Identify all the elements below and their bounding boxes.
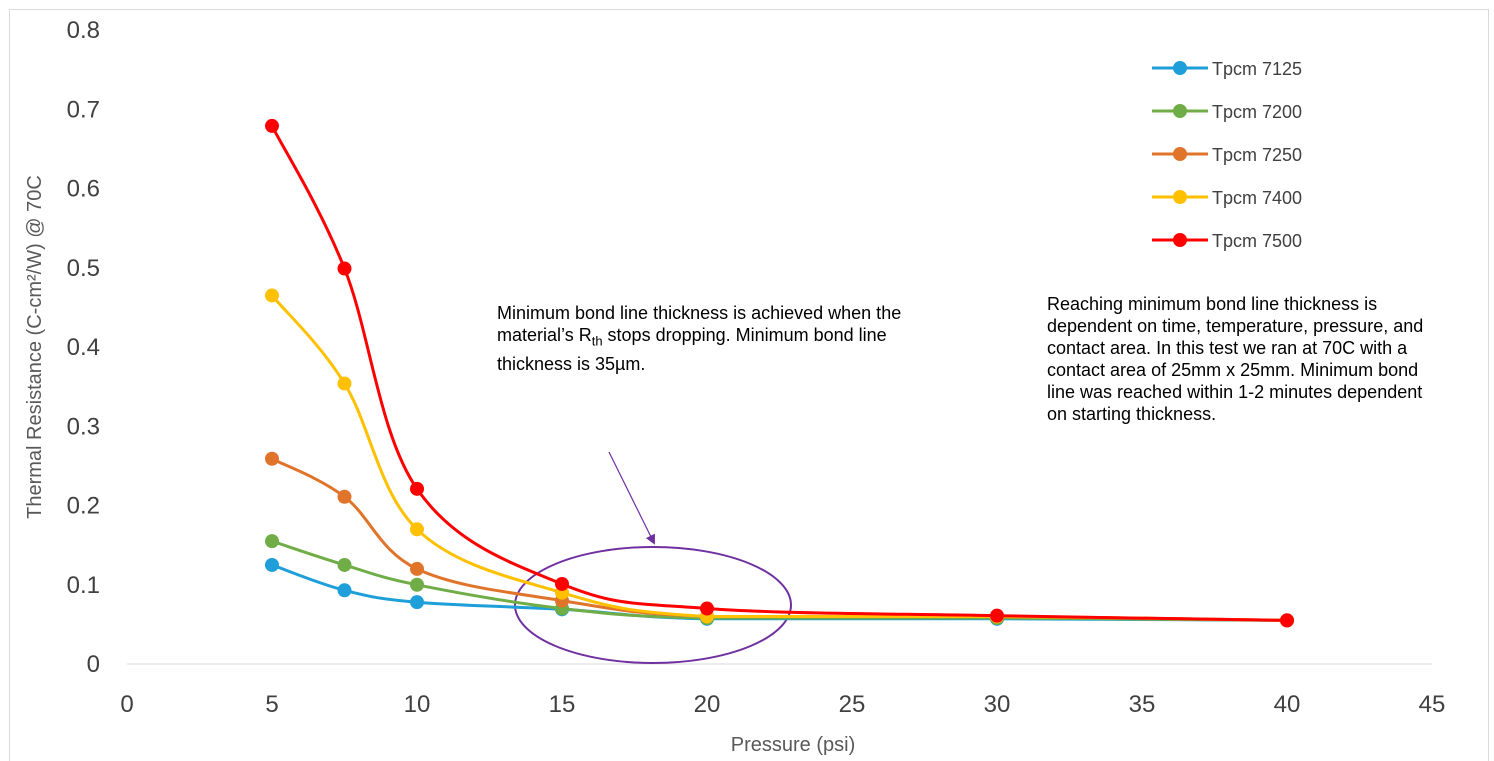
x-tick-label: 20: [694, 691, 721, 718]
y-tick-label: 0: [87, 651, 100, 678]
y-tick-label: 0.4: [67, 334, 100, 361]
data-point: [410, 595, 424, 610]
y-tick-label: 0.5: [67, 255, 100, 282]
data-point: [337, 489, 352, 504]
annotation-arrow: [608, 451, 655, 545]
legend-label: Tpcm 7200: [1212, 102, 1302, 122]
y-tick-label: 0.6: [67, 176, 100, 203]
data-point: [337, 376, 352, 391]
data-point: [265, 451, 279, 466]
data-point: [265, 288, 279, 303]
data-point: [990, 608, 1004, 623]
annotation-text-start: Minimum bond line thickness is achieved …: [497, 303, 902, 345]
x-tick-label: 35: [1129, 691, 1156, 718]
data-point: [265, 534, 279, 549]
data-point: [1280, 613, 1294, 628]
series-lines: [270, 125, 1288, 622]
chart-frame: [9, 9, 1489, 761]
legend-label: Tpcm 7125: [1212, 59, 1302, 79]
data-point: [555, 576, 569, 591]
series-line: [271, 457, 1288, 622]
legend-label: Tpcm 7250: [1212, 145, 1302, 165]
x-tick-label: 30: [984, 691, 1011, 718]
x-tick-label: 45: [1419, 691, 1446, 718]
data-point: [265, 118, 279, 133]
series-points: [265, 118, 1294, 628]
data-point: [337, 557, 352, 572]
x-tick-label: 5: [265, 691, 278, 718]
x-tick-labels: 0 5 10 15 20 25 30 35 40 45: [120, 691, 1445, 718]
y-tick-label: 0.8: [67, 17, 100, 44]
x-tick-label: 25: [839, 691, 866, 718]
y-tick-label: 0.1: [67, 572, 100, 599]
data-point: [700, 601, 714, 616]
legend-label: Tpcm 7500: [1212, 231, 1302, 251]
legend-marker: [1173, 104, 1187, 118]
annotation-subscript: th: [591, 333, 603, 349]
y-tick-label: 0.2: [67, 493, 100, 520]
series-line: [270, 125, 1288, 622]
data-point: [410, 577, 424, 592]
x-axis-title: Pressure (psi): [731, 734, 855, 756]
bond-line-annotation: Minimum bond line thickness is achieved …: [497, 302, 937, 375]
x-tick-label: 10: [404, 691, 431, 718]
y-axis-title: Thermal Resistance (C-cm²/W) @ 70C: [24, 175, 46, 519]
data-point: [337, 261, 352, 276]
y-tick-label: 0.7: [67, 96, 100, 123]
y-tick-labels: 0 0.1 0.2 0.3 0.4 0.5 0.6 0.7 0.8: [67, 17, 100, 678]
data-point: [410, 561, 424, 576]
data-point: [410, 481, 424, 496]
highlight-ellipse: [514, 546, 792, 664]
x-tick-label: 40: [1274, 691, 1301, 718]
legend-label: Tpcm 7400: [1212, 188, 1302, 208]
annotation-text-end: stops dropping. Minimum bond line thickn…: [497, 325, 887, 374]
legend: Tpcm 7125 Tpcm 7200 Tpcm 7250 Tpcm 7400 Tpcm…: [1152, 59, 1302, 251]
data-point: [410, 522, 424, 537]
x-tick-label: 15: [549, 691, 576, 718]
x-tick-label: 0: [120, 691, 133, 718]
y-tick-label: 0.3: [67, 413, 100, 440]
legend-marker: [1173, 147, 1187, 161]
data-point: [337, 583, 352, 598]
legend-marker: [1173, 190, 1187, 204]
legend-marker: [1173, 233, 1187, 247]
legend-marker: [1173, 61, 1187, 75]
test-conditions-annotation: Reaching minimum bond line thickness is …: [1047, 294, 1424, 424]
data-point: [265, 557, 279, 572]
